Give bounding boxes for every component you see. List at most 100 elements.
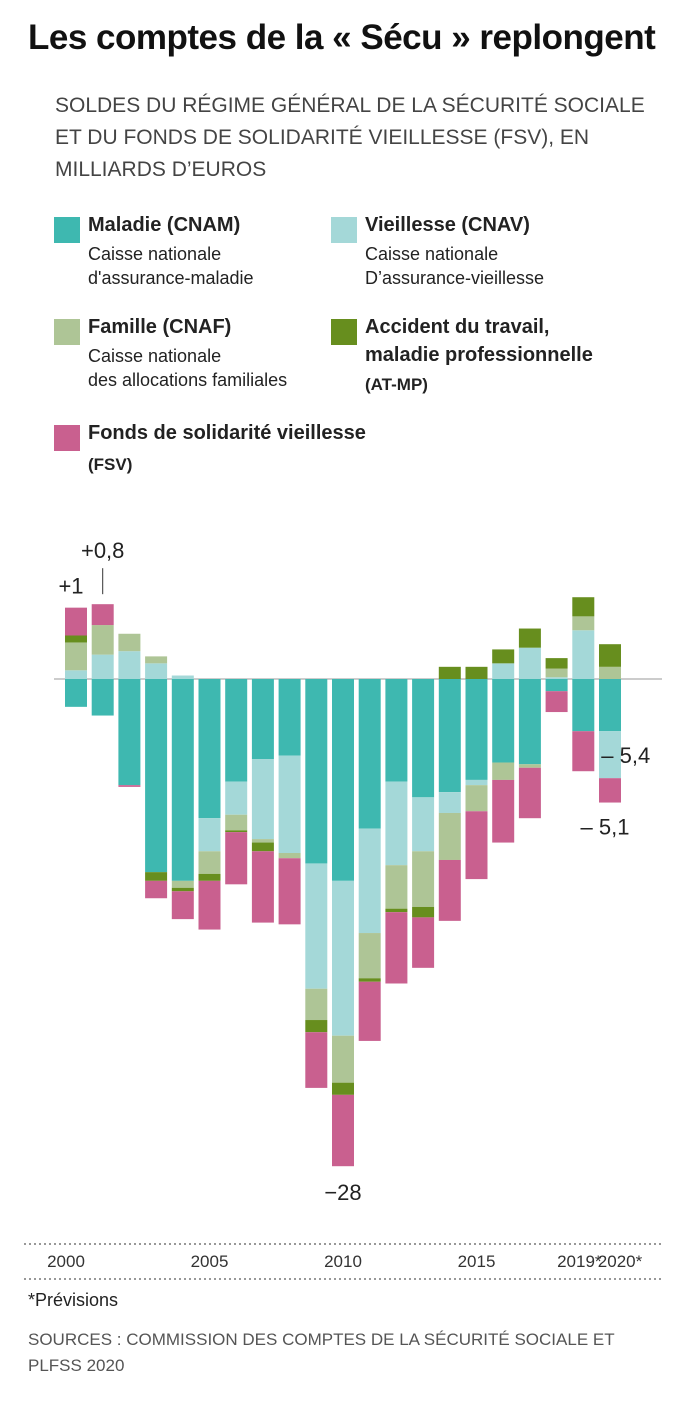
bar-atmp-2020 [599, 644, 621, 667]
bar-cnaf-2007 [251, 839, 274, 843]
bar-fsv-2011 [358, 981, 381, 1041]
stacked-bar-chart: +1 +0,8 −28 – 5,4 – 5,1 2000 2005 2010 2015 2019*… [24, 538, 664, 1280]
sources: SOURCES : COMMISSION DES COMPTES DE LA S… [28, 1330, 615, 1375]
bar-cnaf-2014 [438, 812, 461, 860]
bar-atmp-2013 [412, 906, 435, 918]
bar-atmp-2011 [358, 978, 381, 982]
bar-cnav-2000 [65, 670, 87, 679]
bar-cnam-2019 [572, 679, 595, 732]
x-tick-label-2019: 2019* [557, 1252, 602, 1271]
bar-cnam-2015 [465, 679, 488, 780]
legend-desc-cnav-2: D’assurance-vieillesse [365, 268, 545, 288]
legend-desc-cnaf-2: des allocations familiales [88, 370, 288, 390]
bar-cnaf-2013 [412, 851, 435, 907]
bar-cnaf-2017 [518, 764, 541, 768]
bar-fsv-2005 [198, 880, 221, 930]
legend-label-cnaf: Famille (CNAF) [88, 316, 232, 338]
legend-swatch-cnaf [54, 319, 80, 345]
bar-cnav-2015 [465, 779, 488, 786]
annotation-2019: – 5,4 [601, 743, 650, 768]
bar-cnav-2010 [332, 880, 354, 1036]
bar-cnav-2008 [278, 755, 301, 853]
bar-cnam-2010 [332, 679, 354, 881]
legend-swatch-cnav [331, 217, 357, 243]
legend-item-atmp: Accident du travail, maladie professionn… [331, 315, 671, 399]
bar-cnav-2003 [145, 663, 168, 679]
annotation-2010: −28 [324, 1180, 361, 1205]
bar-cnaf-2000 [65, 642, 87, 671]
annotation-2001: +0,8 [81, 538, 124, 563]
bar-fsv-2002 [118, 785, 141, 787]
bar-cnam-2013 [412, 679, 435, 798]
annotation-2020: – 5,1 [581, 815, 630, 840]
bar-cnaf-2001 [91, 625, 114, 655]
bar-atmp-2016 [492, 649, 515, 664]
bar-cnam-2001 [91, 679, 114, 716]
bar-atmp-2018 [545, 658, 568, 669]
legend-label-fsv-1: Fonds de solidarité vieillesse [88, 422, 366, 444]
bar-cnaf-2011 [358, 933, 381, 979]
bar-atmp-2009 [305, 1020, 328, 1033]
bar-cnaf-2006 [225, 814, 248, 831]
bar-cnam-2017 [518, 679, 541, 765]
bar-atmp-2015 [465, 666, 488, 679]
legend-label-fsv-2: (FSV) [88, 455, 133, 474]
legend-desc-cnaf-1: Caisse nationale [88, 346, 222, 366]
bar-atmp-2017 [518, 628, 541, 648]
bar-fsv-2004 [171, 891, 194, 920]
bar-fsv-2008 [278, 858, 301, 925]
legend-label-cnav: Vieillesse (CNAV) [365, 214, 530, 236]
bar-cnav-2002 [118, 651, 141, 679]
bar-atmp-2000 [65, 635, 87, 643]
bar-atmp-2004 [171, 887, 194, 892]
bar-cnav-2016 [492, 663, 515, 679]
bar-atmp-2019 [572, 597, 595, 617]
bar-atmp-2007 [251, 842, 274, 852]
bar-cnam-2006 [225, 679, 248, 782]
bar-fsv-2019 [572, 731, 595, 772]
bar-fsv-2009 [305, 1032, 328, 1088]
legend-desc-cnav-1: Caisse nationale [365, 244, 499, 264]
bar-cnam-2012 [385, 679, 408, 782]
bar-cnav-2012 [385, 781, 408, 866]
bar-cnaf-2009 [305, 988, 328, 1021]
bar-cnav-2001 [91, 654, 114, 679]
bar-atmp-2010 [332, 1082, 354, 1095]
bar-cnav-2004 [171, 675, 194, 679]
bar-cnam-2007 [251, 679, 274, 760]
bar-cnam-2020 [599, 679, 621, 732]
x-tick-label-2010: 2010 [324, 1252, 362, 1271]
legend-label-atmp-2: maladie professionnelle [365, 344, 593, 366]
x-tick-label-2005: 2005 [191, 1252, 229, 1271]
legend-desc-cnam-2: d'assurance-maladie [88, 268, 254, 288]
bar-cnam-2003 [145, 679, 168, 873]
legend-item-cnaf: Famille (CNAF) Caisse nationale des allo… [54, 315, 344, 395]
bar-cnav-2013 [412, 797, 435, 852]
bar-cnaf-2003 [145, 656, 168, 664]
bar-cnam-2018 [545, 679, 568, 692]
bar-atmp-2005 [198, 873, 221, 881]
legend-label-cnam: Maladie (CNAM) [88, 214, 241, 236]
bar-cnaf-2002 [118, 633, 141, 652]
bar-fsv-2015 [465, 811, 488, 880]
bar-cnam-2004 [171, 679, 194, 881]
bar-fsv-2012 [385, 912, 408, 984]
legend-label-atmp-1: Accident du travail, [365, 316, 550, 338]
bar-cnaf-2004 [171, 880, 194, 888]
bar-cnaf-2008 [278, 853, 301, 859]
bar-atmp-2003 [145, 872, 168, 881]
x-tick-label-2020: 2020* [598, 1252, 643, 1271]
bar-cnam-2000 [65, 679, 87, 707]
bar-cnaf-2018 [545, 668, 568, 678]
bar-cnav-2005 [198, 818, 221, 852]
bar-cnaf-2010 [332, 1035, 354, 1083]
bar-fsv-2020 [599, 778, 621, 803]
bar-cnaf-2012 [385, 865, 408, 909]
bar-cnav-2006 [225, 781, 248, 815]
bar-cnav-2009 [305, 863, 328, 989]
bar-fsv-2010 [332, 1094, 354, 1167]
bar-fsv-2007 [251, 851, 274, 923]
bar-fsv-2018 [545, 691, 568, 713]
annotation-2000: +1 [58, 574, 83, 599]
x-tick-label-2015: 2015 [458, 1252, 496, 1271]
